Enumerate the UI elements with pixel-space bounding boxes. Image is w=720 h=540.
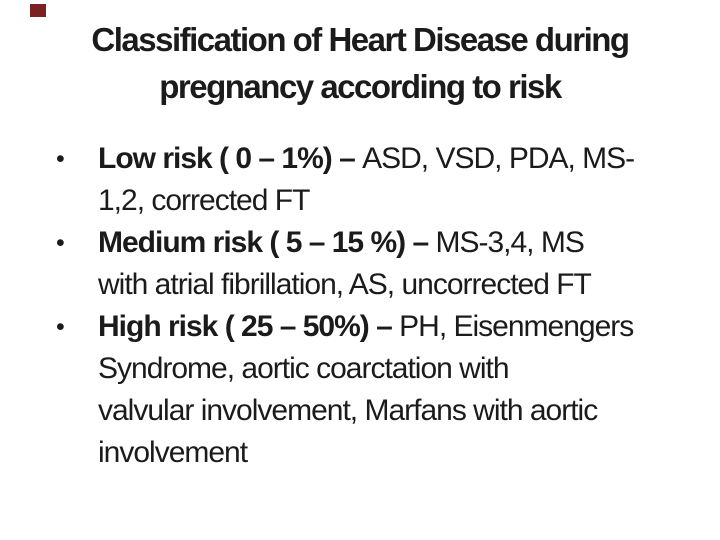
bullet-lead-bold: High risk ( 25 – 50%) – xyxy=(98,310,400,343)
slide-title-line-2: pregnancy according to risk xyxy=(159,68,562,105)
bullet-text: with atrial fibrillation, AS, uncorrecte… xyxy=(98,268,592,301)
bullet-icon: • xyxy=(56,229,65,257)
bullet-lead-bold: Medium risk ( 5 – 15 %) – xyxy=(98,226,436,259)
bullet-text-line: Low risk ( 0 – 1%) – ASD, VSD, PDA, MS- xyxy=(98,138,715,180)
bullet-text-line: High risk ( 25 – 50%) – PH, Eisenmengers xyxy=(98,306,715,348)
bullet-text-line: Syndrome, aortic coarctation with xyxy=(98,348,715,390)
bullet-lead-bold: Low risk ( 0 – 1%) – xyxy=(98,142,363,175)
bullet-text: Syndrome, aortic coarctation with xyxy=(98,352,510,385)
slide-title: Classification of Heart Disease during p… xyxy=(30,16,690,110)
bullet-text: PH, Eisenmengers xyxy=(399,310,634,343)
bullet-text-block: Low risk ( 0 – 1%) – ASD, VSD, PDA, MS- … xyxy=(98,138,715,222)
bullet-text: MS-3,4, MS xyxy=(435,226,584,259)
bullet-text-line: with atrial fibrillation, AS, uncorrecte… xyxy=(98,264,715,306)
bullet-text-block: High risk ( 25 – 50%) – PH, Eisenmengers… xyxy=(98,306,715,474)
bullet-item-low-risk: • Low risk ( 0 – 1%) – ASD, VSD, PDA, MS… xyxy=(55,138,715,222)
bullet-icon: • xyxy=(56,313,65,341)
bullet-text: valvular involvement, Marfans with aorti… xyxy=(98,394,598,427)
bullet-icon: • xyxy=(56,145,65,173)
bullet-list: • Low risk ( 0 – 1%) – ASD, VSD, PDA, MS… xyxy=(55,138,715,474)
bullet-text: ASD, VSD, PDA, MS- xyxy=(362,142,635,175)
slide-title-line-1: Classification of Heart Disease during xyxy=(91,21,630,58)
corner-accent-square xyxy=(30,4,46,17)
bullet-text-line: 1,2, corrected FT xyxy=(98,180,715,222)
bullet-text: 1,2, corrected FT xyxy=(98,184,310,217)
bullet-text-line: involvement xyxy=(98,432,715,474)
bullet-text-line: valvular involvement, Marfans with aorti… xyxy=(98,390,715,432)
bullet-text-block: Medium risk ( 5 – 15 %) – MS-3,4, MS wit… xyxy=(98,222,715,306)
bullet-text: involvement xyxy=(98,436,248,469)
bullet-text-line: Medium risk ( 5 – 15 %) – MS-3,4, MS xyxy=(98,222,715,264)
bullet-item-medium-risk: • Medium risk ( 5 – 15 %) – MS-3,4, MS w… xyxy=(55,222,715,306)
bullet-item-high-risk: • High risk ( 25 – 50%) – PH, Eisenmenge… xyxy=(55,306,715,474)
